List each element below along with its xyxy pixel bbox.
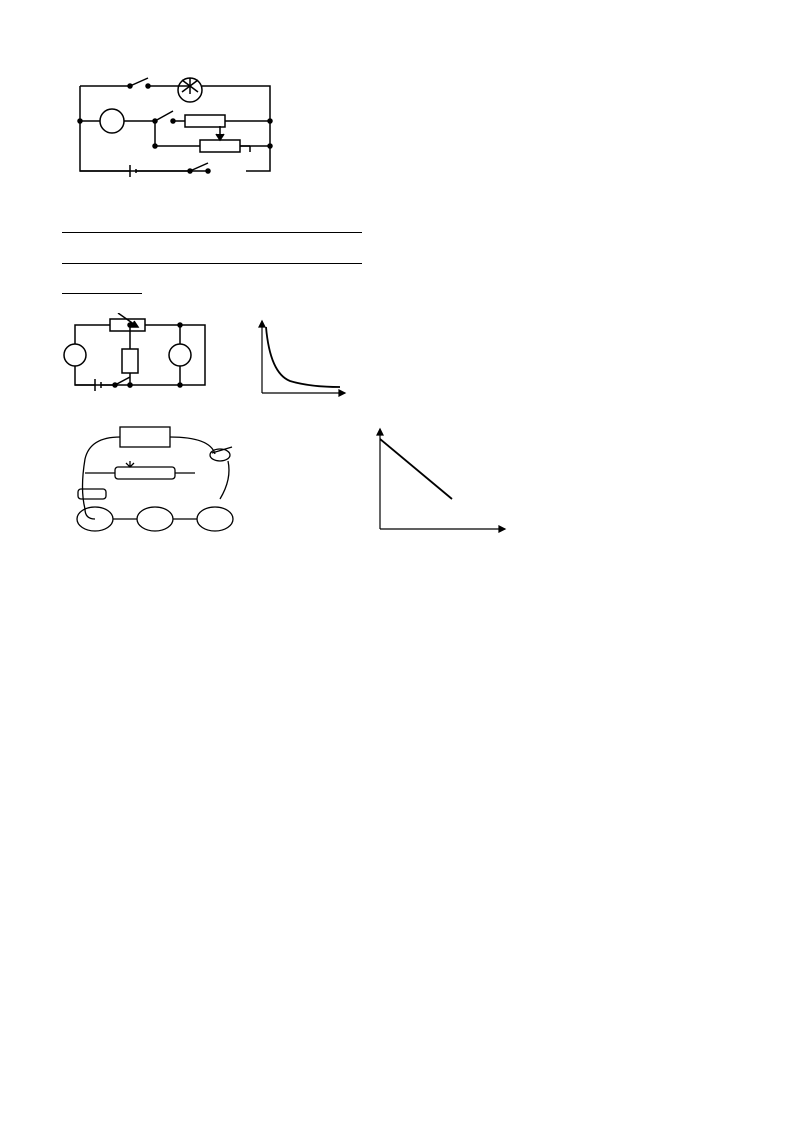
q6-circuit <box>60 313 220 413</box>
q6-graph <box>250 313 350 413</box>
blank-2[interactable] <box>62 249 362 264</box>
blank-1[interactable] <box>62 218 362 233</box>
q7-graph <box>350 419 520 559</box>
q7-circuit <box>60 419 250 559</box>
q5-circuit-diagram <box>60 66 734 209</box>
q6-diagram <box>60 313 734 413</box>
q5-blank2 <box>60 246 734 277</box>
blank-3[interactable] <box>62 279 142 294</box>
q5-sub2 <box>60 276 734 307</box>
q5-blank1 <box>60 215 734 246</box>
q7-diagram <box>60 419 734 559</box>
